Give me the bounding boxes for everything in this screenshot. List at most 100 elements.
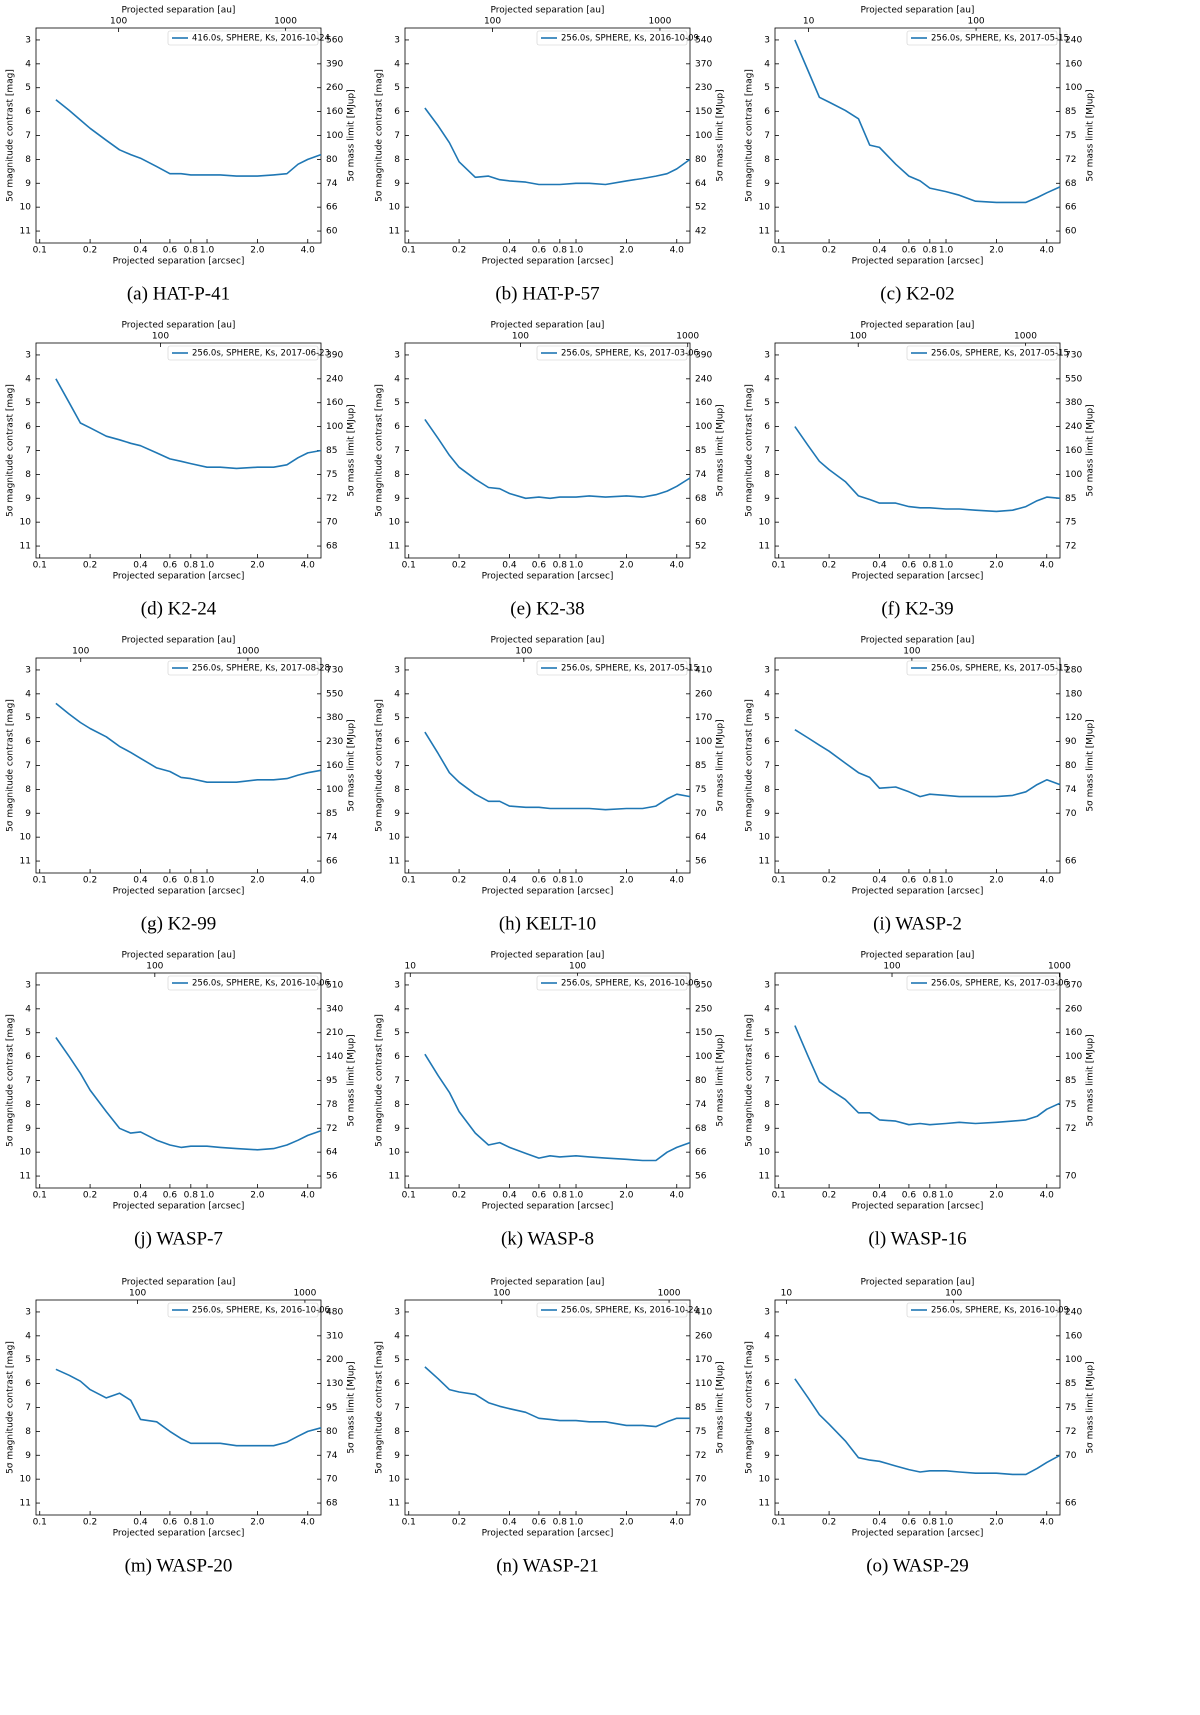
x-tick-label: 0.4 (502, 561, 517, 571)
y2-tick-label: 240 (326, 374, 343, 384)
x-tick-label: 1.0 (939, 876, 954, 886)
panel: 0.1 0.2 0.4 0.6 0.8 1.0 2.0 4.0 100 1000 3 4 5 6 7 8 9 10… (745, 321, 1096, 620)
caption: (i) WASP-2 (873, 913, 962, 934)
legend-box (906, 1302, 1058, 1318)
y-axis-label: 5σ magnitude contrast [mag] (745, 1014, 755, 1147)
caption: (b) HAT-P-57 (495, 283, 599, 304)
y2-tick-label: 200 (326, 1355, 343, 1365)
y-tick-label: 7 (764, 1076, 770, 1086)
y2-tick-label: 85 (695, 761, 706, 771)
x-tick-label: 4.0 (301, 876, 316, 886)
y-tick-label: 7 (394, 131, 400, 141)
x-tick-label: 0.6 (532, 246, 547, 256)
x-tick-label: 0.6 (163, 246, 178, 256)
x-tick-label: 0.2 (83, 1191, 97, 1201)
y-tick-label: 6 (25, 422, 31, 432)
y-tick-label: 4 (394, 59, 400, 69)
x-tick-label: 0.1 (33, 246, 47, 256)
y2-tick-label: 730 (1065, 350, 1082, 360)
y2-tick-label: 52 (695, 542, 706, 552)
legend-box (536, 1302, 688, 1318)
y2-tick-label: 150 (695, 107, 712, 117)
y2-tick-label: 85 (695, 446, 706, 456)
x-tick-label: 2.0 (989, 1191, 1004, 1201)
x2-axis-label: Projected separation [au] (491, 1278, 605, 1288)
y2-tick-label: 75 (326, 470, 337, 480)
x2-axis-label: Projected separation [au] (491, 951, 605, 961)
x-tick-label: 2.0 (619, 1191, 634, 1201)
contrast-curve (424, 1053, 691, 1162)
x-tick-label: 0.2 (822, 561, 836, 571)
y-tick-label: 7 (764, 446, 770, 456)
y2-tick-label: 550 (326, 689, 343, 699)
x-tick-label: 0.8 (553, 561, 568, 571)
y-tick-label: 11 (389, 1172, 400, 1182)
x2-axis-label: Projected separation [au] (122, 6, 236, 16)
y2-tick-label: 56 (695, 857, 707, 867)
y-axis-label: 5σ magnitude contrast [mag] (375, 1014, 385, 1147)
y2-tick-label: 60 (695, 518, 707, 528)
legend-box (536, 30, 688, 46)
y-tick-label: 11 (759, 857, 770, 867)
y-axis-label: 5σ magnitude contrast [mag] (6, 69, 16, 202)
y2-tick-label: 210 (326, 1028, 343, 1038)
caption: (e) K2-38 (510, 598, 584, 619)
y-tick-label: 6 (25, 1379, 31, 1389)
legend-label: 256.0s, SPHERE, Ks, 2016-10-06 (192, 979, 330, 989)
y-tick-label: 10 (389, 203, 401, 213)
x-tick-label: 2.0 (250, 561, 265, 571)
x-tick-label: 0.2 (452, 1518, 466, 1528)
y-tick-label: 8 (25, 155, 31, 165)
y-tick-label: 11 (20, 1499, 31, 1509)
x-axis-label: Projected separation [arcsec] (852, 572, 984, 582)
y-tick-label: 4 (394, 1331, 400, 1341)
y2-tick-label: 70 (695, 1475, 707, 1485)
x-tick-label: 1.0 (939, 246, 954, 256)
y2-tick-label: 260 (695, 1331, 712, 1341)
y-tick-label: 5 (25, 713, 31, 723)
y2-tick-label: 80 (695, 155, 707, 165)
x-tick-label: 0.6 (532, 1518, 547, 1528)
legend-box (167, 345, 319, 361)
y2-tick-label: 56 (695, 1172, 707, 1182)
y2-tick-label: 160 (1065, 446, 1082, 456)
x2-axis-label: Projected separation [au] (122, 321, 236, 331)
y2-tick-label: 68 (1065, 179, 1077, 189)
y2-axis-label: 5σ mass limit [MJup] (1086, 404, 1096, 496)
x-axis-label: Projected separation [arcsec] (482, 572, 614, 582)
x-tick-label: 0.1 (33, 561, 47, 571)
x-tick-label: 2.0 (250, 1518, 265, 1528)
legend-label: 256.0s, SPHERE, Ks, 2017-03-06 (931, 979, 1069, 989)
y-tick-label: 10 (759, 833, 771, 843)
y2-tick-label: 240 (695, 374, 712, 384)
x-tick-label: 0.6 (163, 876, 178, 886)
y2-tick-label: 410 (695, 1307, 712, 1317)
y-tick-label: 4 (25, 689, 31, 699)
x-tick-label: 0.8 (184, 876, 199, 886)
y2-tick-label: 68 (326, 1499, 338, 1509)
x2-axis-label: Projected separation [au] (122, 1278, 236, 1288)
y2-axis-label: 5σ mass limit [MJup] (1086, 1361, 1096, 1453)
x-tick-label: 0.2 (452, 246, 466, 256)
y2-tick-label: 60 (326, 227, 338, 237)
x-tick-label: 0.1 (33, 876, 47, 886)
y-tick-label: 5 (764, 83, 770, 93)
contrast-curve (794, 729, 1061, 798)
caption: (n) WASP-21 (496, 1555, 599, 1576)
x2-tick-label: 1000 (1048, 962, 1071, 972)
y2-tick-label: 80 (326, 155, 338, 165)
x-tick-label: 0.8 (923, 246, 938, 256)
y-tick-label: 9 (764, 494, 770, 504)
legend-label: 256.0s, SPHERE, Ks, 2017-08-28 (192, 664, 330, 674)
y-tick-label: 11 (389, 542, 400, 552)
y-tick-label: 10 (20, 1475, 32, 1485)
x2-tick-label: 100 (569, 962, 586, 972)
y2-axis-label: 5σ mass limit [MJup] (716, 89, 726, 181)
x2-tick-label: 100 (493, 1289, 510, 1299)
contrast-curve (424, 418, 691, 500)
y2-tick-label: 100 (695, 422, 712, 432)
y2-tick-label: 100 (1065, 83, 1082, 93)
y-tick-label: 5 (25, 1355, 31, 1365)
y2-axis-label: 5σ mass limit [MJup] (1086, 89, 1096, 181)
y2-tick-label: 64 (695, 179, 707, 189)
